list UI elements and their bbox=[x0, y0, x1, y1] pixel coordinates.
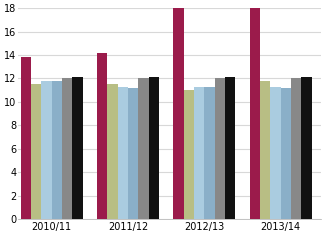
Bar bbox=[62, 78, 72, 219]
Bar bbox=[31, 84, 41, 219]
Bar bbox=[184, 90, 194, 219]
Bar bbox=[41, 81, 52, 219]
Bar bbox=[204, 87, 215, 219]
Bar bbox=[149, 77, 159, 219]
Bar bbox=[107, 84, 118, 219]
Bar bbox=[173, 8, 184, 219]
Bar bbox=[97, 53, 107, 219]
Bar bbox=[194, 87, 204, 219]
Bar bbox=[260, 81, 270, 219]
Bar bbox=[301, 77, 312, 219]
Bar bbox=[21, 57, 31, 219]
Bar bbox=[225, 77, 235, 219]
Bar bbox=[118, 87, 128, 219]
Bar bbox=[72, 77, 83, 219]
Bar bbox=[250, 8, 260, 219]
Bar bbox=[270, 87, 281, 219]
Bar bbox=[138, 78, 149, 219]
Bar bbox=[215, 78, 225, 219]
Bar bbox=[128, 88, 138, 219]
Bar bbox=[281, 88, 291, 219]
Bar bbox=[52, 81, 62, 219]
Bar bbox=[291, 78, 301, 219]
